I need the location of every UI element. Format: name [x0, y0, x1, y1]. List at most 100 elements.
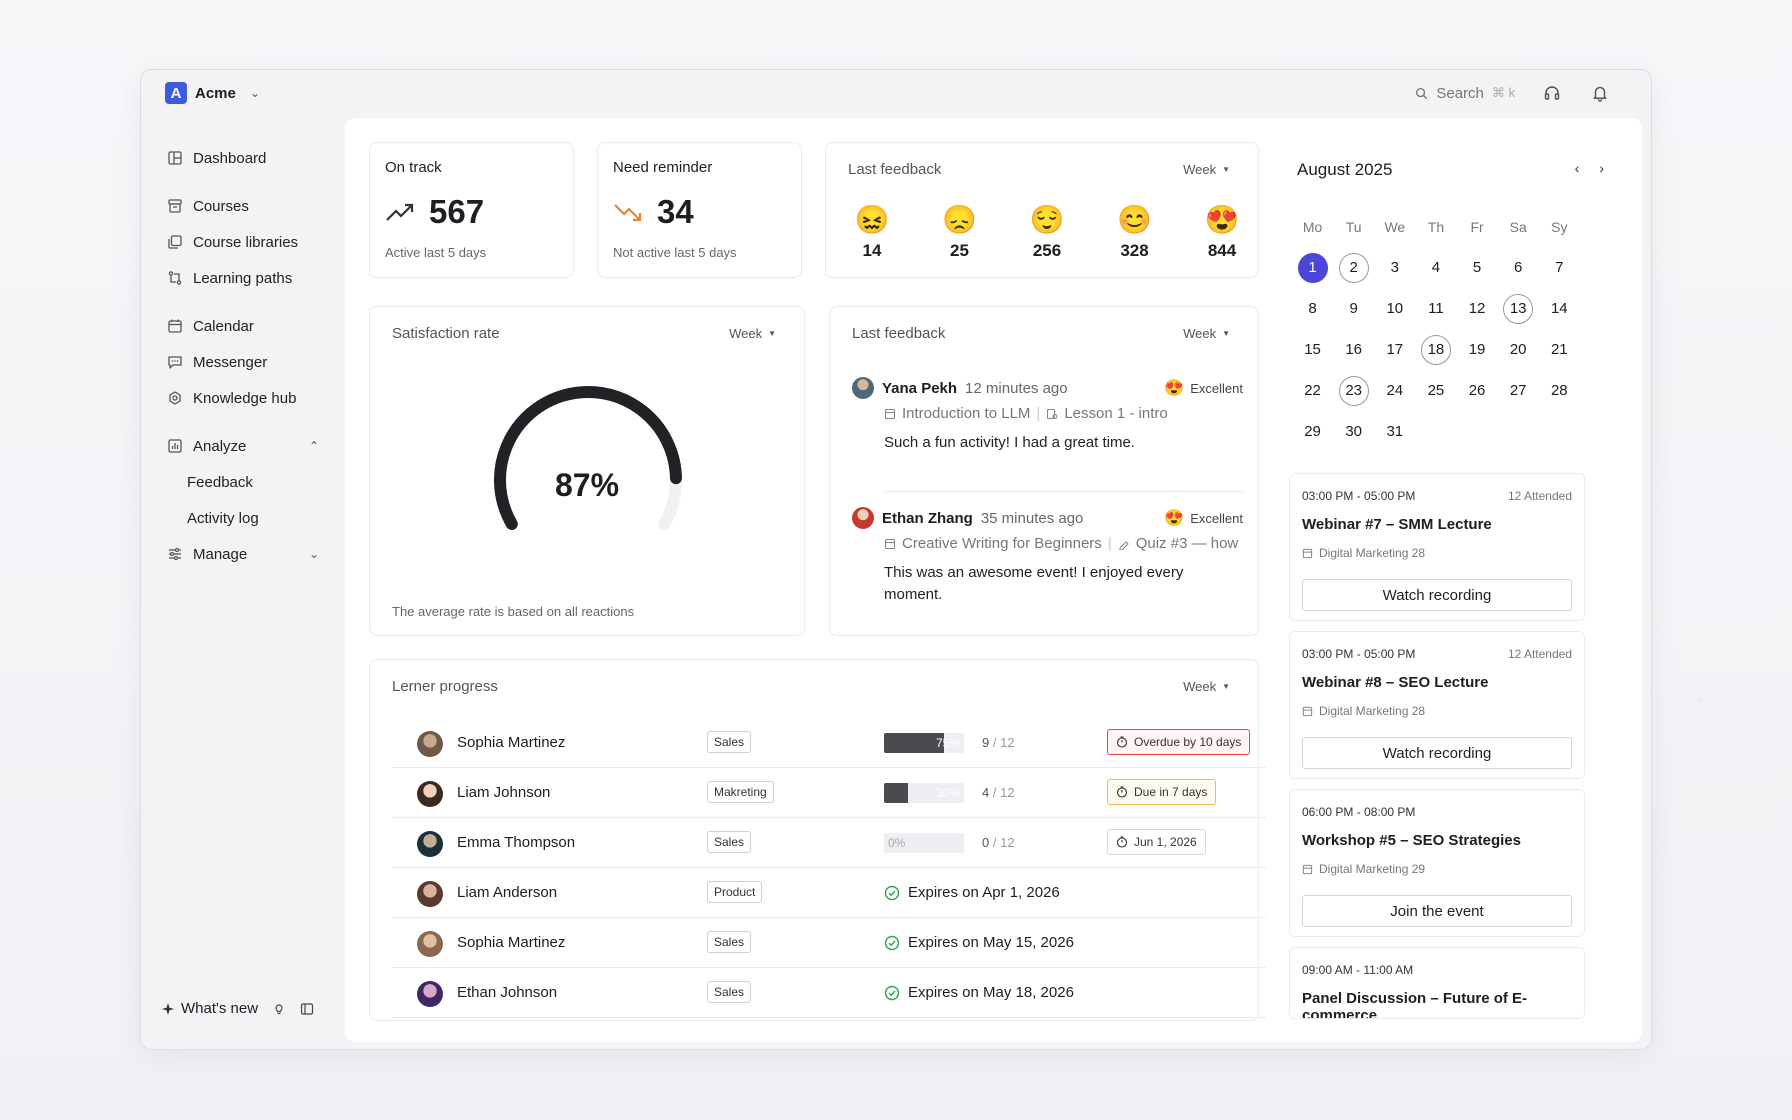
sidebar-item-label: Calendar [193, 317, 254, 335]
weekday-header: Mo Tu We Th Fr Sa Sy [1292, 206, 1580, 247]
event-title[interactable]: Webinar #8 – SEO Lecture [1302, 674, 1489, 691]
calendar-day[interactable]: 6 [1514, 259, 1523, 276]
chevron-left-icon[interactable]: ‹ [1574, 160, 1580, 176]
calendar-day[interactable]: 7 [1555, 259, 1564, 276]
feedback-list-period-select[interactable]: Week ▼ [1183, 326, 1230, 341]
table-row[interactable]: Ethan Johnson Sales Expires on May 18, 202… [392, 968, 1266, 1018]
calendar-day[interactable]: 15 [1304, 341, 1321, 358]
calendar-day[interactable]: 11 [1428, 300, 1444, 317]
progress-percent: 0% [888, 836, 906, 850]
table-row[interactable]: Liam Johnson Makreting 30% 4 / 12 Due in 7 d… [392, 768, 1266, 818]
event-title[interactable]: Webinar #7 – SMM Lecture [1302, 516, 1492, 533]
calendar-day[interactable]: 13 [1503, 293, 1534, 324]
calendar-day[interactable]: 24 [1386, 382, 1404, 399]
sidebar-item-course-libraries[interactable]: Course libraries [167, 230, 319, 254]
search-button[interactable]: Search ⌘ k [1415, 85, 1515, 102]
feedback-summary-period-select[interactable]: Week ▼ [1183, 162, 1230, 177]
calendar-day[interactable]: 20 [1509, 341, 1527, 358]
calendar-day[interactable]: 19 [1468, 341, 1486, 358]
calendar-day[interactable]: 2 [1338, 252, 1369, 283]
table-row[interactable]: Liam Anderson Product Expires on Apr 1, 20… [392, 868, 1266, 918]
calendar-day[interactable]: 31 [1386, 423, 1404, 440]
sidebar-item-messenger[interactable]: Messenger [167, 350, 319, 374]
department-tag: Sales [707, 831, 752, 853]
sidebar-item-courses[interactable]: Courses [167, 194, 319, 218]
calendar-day[interactable]: 4 [1431, 259, 1441, 276]
event-title[interactable]: Workshop #5 – SEO Strategies [1302, 832, 1521, 849]
period-label: Week [1183, 679, 1217, 694]
rating-label: Excellent [1190, 510, 1243, 526]
calendar-day[interactable]: 18 [1420, 334, 1451, 365]
learner-progress-period-select[interactable]: Week ▼ [1183, 679, 1230, 694]
event-action-button[interactable]: Watch recording [1302, 579, 1572, 611]
progress-bar: 0% [884, 833, 964, 853]
sidebar-item-activity-log[interactable]: Activity log [187, 509, 259, 527]
feedback-item[interactable]: Ethan Zhang 35 minutes ago 😍 Excellent Cr… [852, 507, 1243, 606]
heart-eyes-emoji-icon: 😍 [1164, 510, 1185, 527]
due-text: Overdue by 10 days [1134, 735, 1242, 749]
event-title[interactable]: Panel Discussion – Future of E-commerce [1302, 990, 1528, 1019]
calendar-day[interactable]: 23 [1338, 375, 1369, 406]
satisfaction-period-select[interactable]: Week ▼ [729, 326, 776, 341]
table-row[interactable]: Sophia Martinez Sales Expires on May 15, 2… [392, 918, 1266, 968]
sidebar-item-calendar[interactable]: Calendar [167, 314, 319, 338]
calendar-day[interactable]: 10 [1386, 300, 1404, 317]
calendar-day[interactable]: 9 [1349, 300, 1358, 317]
weekday-label: Tu [1345, 218, 1362, 235]
calendar-day[interactable]: 3 [1390, 259, 1399, 276]
sidebar-toggle-icon[interactable] [300, 1002, 314, 1016]
notifications-button[interactable] [1589, 82, 1611, 104]
sidebar-item-manage[interactable]: Manage ⌄ [167, 542, 319, 566]
table-row[interactable]: Sophia Martinez Sales 75% 9 / 12 Overdue by … [392, 718, 1266, 768]
sidebar-item-dashboard[interactable]: Dashboard [167, 146, 319, 170]
sidebar-item-feedback[interactable]: Feedback [187, 473, 253, 491]
sidebar-item-learning-paths[interactable]: Learning paths [167, 266, 319, 290]
lesson-icon [1047, 408, 1058, 419]
need-reminder-label: Need reminder [613, 159, 713, 176]
whats-new-button[interactable]: What's new [161, 1000, 258, 1017]
event-time: 03:00 PM - 05:00 PM [1302, 489, 1416, 503]
calendar-cell: 10 [1374, 294, 1415, 324]
learner-name: Liam Anderson [457, 884, 558, 901]
calendar-cell: 27 [1498, 376, 1539, 406]
support-button[interactable] [1541, 82, 1563, 104]
calendar-day[interactable]: 1 [1297, 252, 1328, 283]
calendar-day[interactable]: 30 [1345, 423, 1363, 440]
chevron-right-icon[interactable]: › [1599, 160, 1604, 176]
progress-count: 4 / 12 [982, 785, 1015, 800]
calendar-week: 29 30 31 [1292, 411, 1580, 452]
expiry-text: Expires on May 15, 2026 [908, 934, 1074, 951]
lightbulb-icon[interactable] [272, 1002, 286, 1016]
calendar-day[interactable]: 22 [1304, 382, 1321, 399]
calendar-day[interactable]: 25 [1427, 382, 1445, 399]
calendar-day[interactable]: 5 [1472, 259, 1482, 276]
calendar-day[interactable]: 17 [1386, 341, 1404, 358]
rating-label: Excellent [1190, 380, 1243, 396]
calendar-day[interactable]: 12 [1468, 300, 1486, 317]
calendar-day[interactable]: 8 [1308, 300, 1317, 317]
calendar-day[interactable]: 27 [1509, 382, 1527, 399]
event-action-button[interactable]: Watch recording [1302, 737, 1572, 769]
calendar-day[interactable]: 21 [1550, 341, 1568, 358]
workspace-switcher[interactable]: A Acme ⌄ [165, 82, 260, 104]
calendar-day[interactable]: 28 [1550, 382, 1568, 399]
avatar [852, 377, 874, 399]
calendar-day[interactable]: 29 [1304, 423, 1321, 440]
sidebar-item-analyze[interactable]: Analyze ⌃ [167, 434, 319, 458]
event-course: Digital Marketing 28 [1302, 704, 1425, 718]
search-icon [1416, 87, 1428, 99]
event-action-button[interactable]: Join the event [1302, 895, 1572, 927]
calendar-day[interactable]: 26 [1468, 382, 1486, 399]
feedback-item[interactable]: Yana Pekh 12 minutes ago 😍 Excellent Intr… [852, 377, 1243, 454]
sidebar-item-knowledge-hub[interactable]: Knowledge hub [167, 386, 319, 410]
feedback-rating: 😍 Excellent [1164, 378, 1243, 398]
calendar-day[interactable]: 14 [1550, 300, 1568, 317]
table-row[interactable]: Emma Thompson Sales 0% 0 / 12 Jun 1, 2026 [392, 818, 1266, 868]
event-time: 09:00 AM - 11:00 AM [1302, 963, 1414, 977]
event-course-name: Digital Marketing 28 [1319, 704, 1426, 718]
calendar-cell: 18 [1415, 334, 1456, 365]
hub-icon [169, 391, 181, 405]
completed-count: 9 [982, 735, 990, 750]
calendar-day[interactable]: 16 [1345, 341, 1363, 358]
calendar-week: 22 23 24 25 26 27 28 [1292, 370, 1580, 411]
